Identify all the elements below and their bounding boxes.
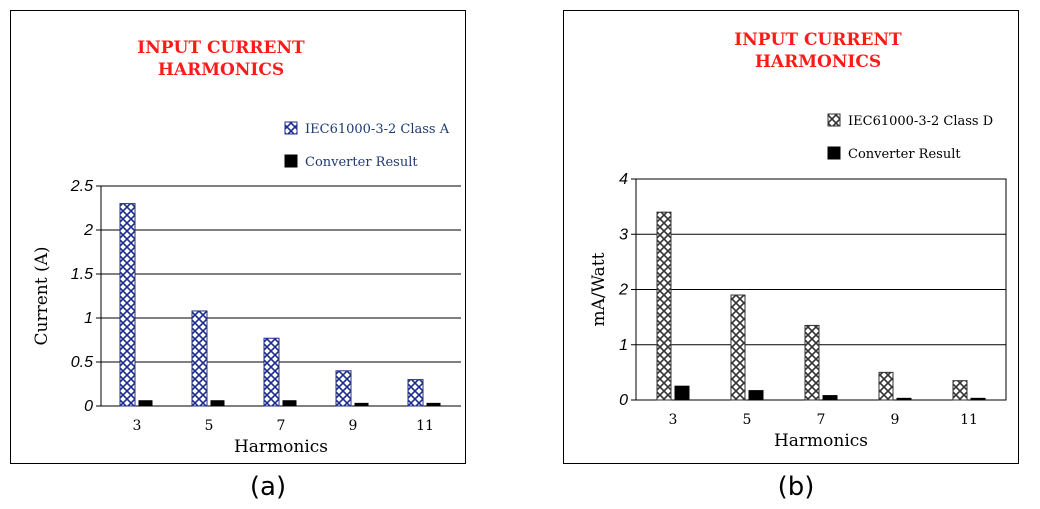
chart-b-legend-label-1: IEC61000-3-2 Class D [848, 114, 993, 129]
chart-a-bar-s1-h11 [407, 379, 424, 407]
chart-a-legend-label-1: IEC61000-3-2 Class A [305, 122, 450, 137]
chart-b-bar-s1-h5 [730, 294, 746, 401]
chart-a-xtick-label-2: 7 [277, 418, 286, 434]
chart-a-xtick-label-0: 3 [133, 418, 142, 434]
chart-a-ytick-label-5: 2.5 [70, 178, 93, 195]
chart-a-y-axis-title: Current (A) [32, 247, 52, 346]
chart-a-bar-s1-h7 [263, 337, 280, 407]
chart-a-bar-s2-h9 [354, 402, 369, 407]
chart-b-ytick-label-0: 0 [619, 392, 628, 409]
chart-b-bar-s2-h5 [748, 390, 764, 401]
chart-a-xtick-label-1: 5 [205, 418, 214, 434]
caption-b: (b) [777, 472, 815, 502]
chart-b-xtick-label-2: 7 [817, 412, 826, 428]
chart-a-xtick-label-3: 9 [349, 418, 358, 434]
chart-a-xtick-label-4: 11 [416, 418, 434, 434]
chart-a-bar-s1-h5 [191, 310, 208, 407]
chart-b-bar-s1-h11 [952, 380, 968, 401]
chart-b-xtick-label-0: 3 [669, 412, 678, 428]
chart-b-legend-swatch-2 [827, 146, 841, 160]
chart-b-title-line-2: HARMONICS [755, 52, 881, 72]
chart-a-bar-s1-h9 [335, 370, 352, 407]
chart-a-bar-s2-h3 [138, 400, 153, 407]
chart-b-bar-s1-h7 [804, 324, 820, 401]
chart-a-legend-swatch-2 [284, 154, 298, 168]
chart-a-bar-s2-h7 [282, 400, 297, 407]
chart-b-xtick-label-3: 9 [891, 412, 900, 428]
chart-a-title-line-1: INPUT CURRENT [137, 38, 305, 58]
chart-b-bar-s2-h9 [896, 397, 912, 401]
chart-b-bar-s2-h7 [822, 395, 838, 401]
chart-a-plot-frame [101, 186, 461, 406]
caption-a: (a) [249, 472, 287, 502]
chart-a-ytick-label-1: 0.5 [71, 354, 93, 371]
chart-a-title-line-2: HARMONICS [158, 60, 284, 80]
chart-a-bar-s1-h3 [119, 203, 136, 407]
chart-b-legend-label-2: Converter Result [848, 147, 961, 162]
chart-a-x-axis-title: Harmonics [234, 437, 328, 457]
chart-a-ytick-label-0: 0 [84, 398, 93, 415]
chart-b-bar-s2-h11 [970, 397, 986, 401]
chart-b-ytick-label-2: 2 [618, 282, 628, 299]
chart-b-legend-swatch-1 [827, 113, 841, 127]
chart-a-legend-swatch-1 [284, 121, 298, 135]
chart-a-bar-s2-h5 [210, 400, 225, 407]
chart-b-y-axis-title: mA/Watt [589, 252, 609, 326]
chart-b-bar-s1-h3 [656, 211, 672, 401]
chart-a-ytick-label-2: 1 [84, 310, 93, 327]
chart-a-legend-label-2: Converter Result [305, 155, 418, 170]
chart-b-xtick-label-1: 5 [743, 412, 752, 428]
chart-b-bar-s1-h9 [878, 371, 894, 401]
chart-b-ytick-label-4: 4 [619, 171, 628, 188]
chart-a-ytick-label-4: 2 [83, 222, 93, 239]
chart-b-ytick-label-3: 3 [619, 226, 628, 243]
chart-b-bar-s2-h3 [674, 385, 690, 401]
chart-panel-a: INPUT CURRENT HARMONICS IEC61000-3-2 Class… [10, 10, 466, 464]
chart-b-x-axis-title: Harmonics [774, 431, 868, 451]
chart-b-xtick-label-4: 11 [960, 412, 978, 428]
chart-panel-b: INPUT CURRENT HARMONICS IEC61000-3-2 Class… [563, 10, 1019, 464]
chart-a-ytick-label-3: 1.5 [71, 266, 93, 283]
chart-b-title-line-1: INPUT CURRENT [734, 30, 902, 50]
chart-b-ytick-label-1: 1 [619, 337, 628, 354]
chart-a-bar-s2-h11 [426, 402, 441, 407]
